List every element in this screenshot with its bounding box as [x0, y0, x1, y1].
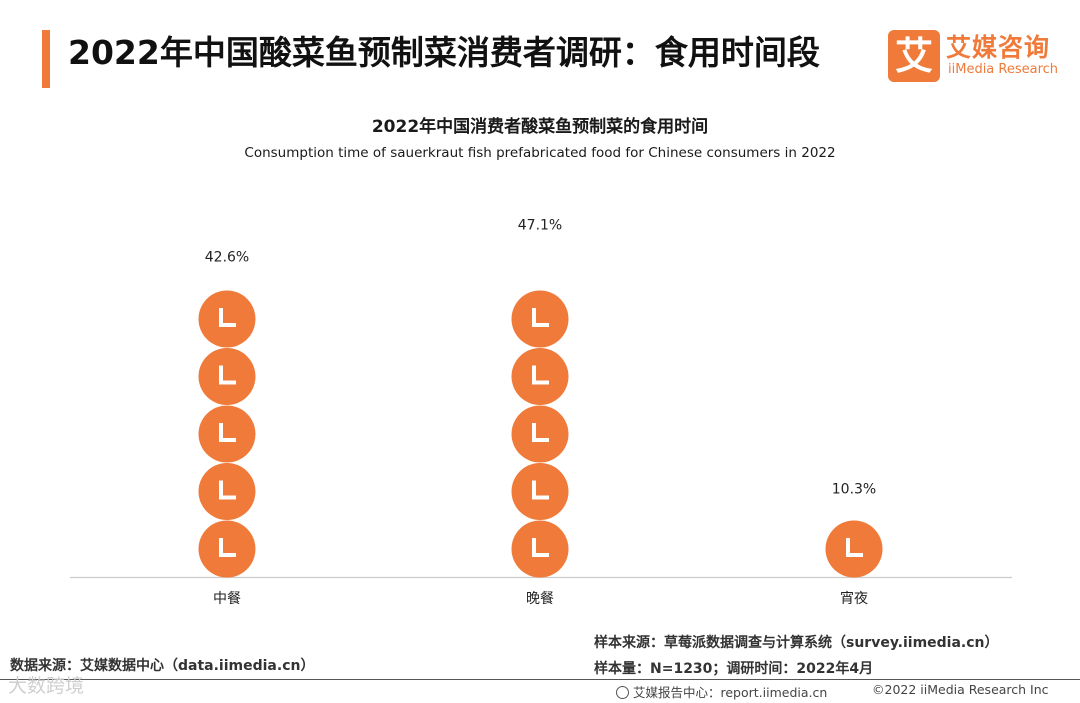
category-label-2: 宵夜	[840, 590, 868, 607]
brand-logo: 艾 艾媒咨询 iiMedia Research	[888, 30, 1068, 84]
chart-title: 2022年中国消费者酸菜鱼预制菜的食用时间	[371, 117, 709, 137]
footer-divider	[0, 679, 1080, 680]
report-center-text: 艾媒报告中心：report.iimedia.cn	[633, 685, 828, 700]
logo-english-name: iiMedia Research	[948, 62, 1059, 77]
data-label-1: 47.1%	[518, 217, 562, 233]
category-label-0: 中餐	[213, 591, 241, 607]
sample-size-note: 样本量：N=1230；调研时间：2022年4月	[594, 661, 874, 677]
data-source-note: 数据来源：艾媒数据中心（data.iimedia.cn）	[10, 658, 315, 674]
data-label-2: 10.3%	[832, 482, 876, 498]
bar-2	[823, 503, 885, 580]
report-center-link[interactable]: 艾媒报告中心：report.iimedia.cn	[616, 682, 827, 701]
title-accent-bar	[42, 30, 50, 88]
clock-icon	[509, 346, 571, 407]
globe-icon	[616, 686, 629, 699]
chart-subtitle: Consumption time of sauerkraut fish pref…	[244, 145, 836, 161]
clock-icon	[823, 518, 885, 580]
data-label-0: 42.6%	[205, 249, 249, 265]
clock-icon	[196, 288, 258, 350]
page-title: 2022年中国酸菜鱼预制菜消费者调研：食用时间段	[68, 33, 820, 72]
partial-clock-icon	[509, 239, 571, 291]
clock-icon	[196, 403, 258, 465]
clock-icon	[509, 403, 571, 465]
sample-source-note: 样本来源：草莓派数据调查与计算系统（survey.iimedia.cn）	[594, 635, 999, 651]
clock-icon	[196, 461, 258, 522]
watermark-text: 大数跨境	[8, 675, 85, 697]
logo-chinese-name: 艾媒咨询	[946, 33, 1051, 62]
category-label-1: 晚餐	[526, 591, 554, 607]
clock-icon	[196, 518, 258, 580]
clock-icon	[509, 461, 571, 522]
logo-mark-icon: 艾	[888, 30, 940, 82]
bar-1	[509, 239, 571, 580]
clock-icon	[509, 518, 571, 580]
clock-icon	[509, 288, 571, 350]
bar-0	[196, 271, 258, 580]
clock-icon	[196, 346, 258, 407]
copyright-text: ©2022 iiMedia Research Inc	[872, 682, 1049, 697]
